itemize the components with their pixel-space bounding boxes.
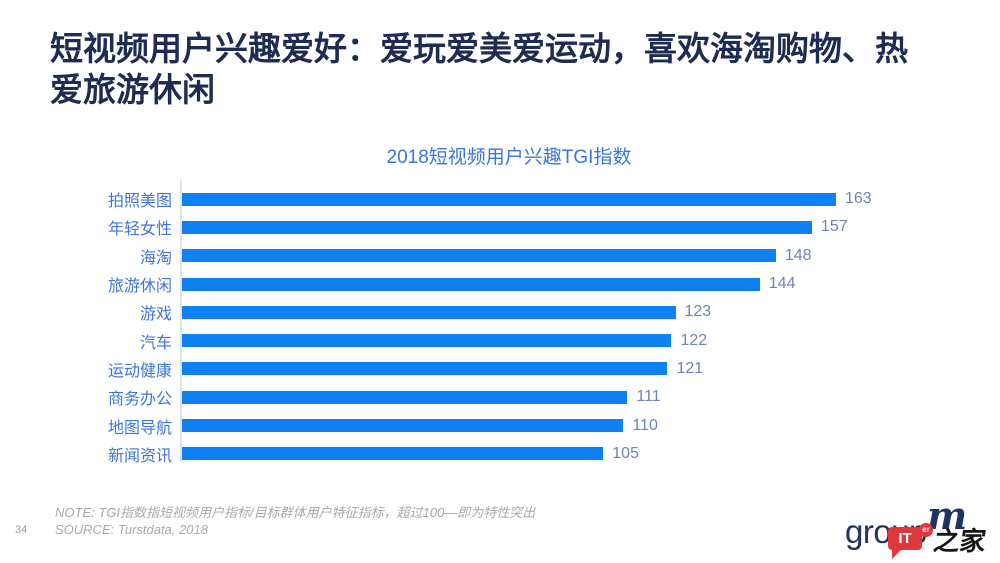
bar bbox=[182, 447, 604, 461]
bar bbox=[182, 390, 628, 404]
ithome-watermark-tail bbox=[892, 549, 902, 559]
value-label: 110 bbox=[632, 416, 658, 434]
ithome-watermark-er-badge: er bbox=[919, 523, 933, 537]
note-text: NOTE: TGI指数指短视频用户指标/目标群体用户特征指标，超过100—即为特… bbox=[55, 505, 536, 520]
category-label: 运动健康 bbox=[107, 362, 172, 380]
chart-row: 旅游休闲 144 bbox=[0, 270, 1000, 298]
value-label: 111 bbox=[636, 388, 661, 406]
value-label: 148 bbox=[784, 246, 812, 264]
category-label: 拍照美图 bbox=[107, 193, 172, 211]
ithome-watermark-text: 之家 bbox=[931, 527, 988, 557]
chart-row: 新闻资讯 105 bbox=[0, 440, 1000, 468]
bar bbox=[182, 362, 668, 376]
source-text: SOURCE: Turstdata, 2018 bbox=[55, 522, 208, 537]
category-label: 新闻资讯 bbox=[107, 447, 172, 465]
groupm-logo: group m IT er 之家 bbox=[843, 493, 998, 559]
category-label: 旅游休闲 bbox=[107, 278, 172, 296]
category-label: 游戏 bbox=[139, 306, 172, 324]
value-label: 123 bbox=[684, 303, 712, 321]
chart-row: 运动健康 121 bbox=[0, 355, 1000, 383]
category-label: 海淘 bbox=[139, 249, 172, 267]
ithome-watermark-badge: IT bbox=[888, 527, 922, 550]
chart-row: 拍照美图 163 bbox=[0, 185, 1000, 213]
category-label: 商务办公 bbox=[107, 391, 172, 409]
bar bbox=[182, 419, 624, 433]
value-label: 157 bbox=[820, 218, 848, 236]
chart-row: 年轻女性 157 bbox=[0, 213, 1000, 241]
bar bbox=[182, 220, 812, 234]
chart-row: 海淘 148 bbox=[0, 242, 1000, 270]
chart-title: 2018短视频用户兴趣TGI指数 bbox=[386, 147, 632, 168]
value-label: 122 bbox=[680, 331, 708, 349]
bar-chart: 拍照美图 163 年轻女性 157 海淘 148 旅游休闲 144 游戏 123 汽车 122 运动健康… bbox=[0, 185, 1000, 468]
bar bbox=[182, 305, 676, 319]
chart-row: 地图导航 110 bbox=[0, 411, 1000, 439]
page-number: 34 bbox=[15, 524, 28, 536]
bar bbox=[182, 249, 776, 263]
groupm-m-glyph: m bbox=[927, 493, 968, 538]
chart-row: 汽车 122 bbox=[0, 326, 1000, 354]
value-label: 163 bbox=[845, 190, 872, 208]
chart-row: 商务办公 111 bbox=[0, 383, 1000, 411]
bar bbox=[182, 334, 672, 348]
bar bbox=[182, 192, 836, 206]
chart-axis-line bbox=[180, 180, 182, 462]
slide-title: 短视频用户兴趣爱好：爱玩爱美爱运动，喜欢海淘购物、热爱旅游休闲 bbox=[50, 30, 908, 108]
chart-row: 游戏 123 bbox=[0, 298, 1000, 326]
category-label: 汽车 bbox=[139, 334, 172, 352]
category-label: 地图导航 bbox=[107, 419, 172, 437]
value-label: 121 bbox=[676, 359, 704, 377]
value-label: 144 bbox=[768, 275, 796, 293]
category-label: 年轻女性 bbox=[107, 221, 172, 239]
value-label: 105 bbox=[612, 444, 639, 462]
bar bbox=[182, 277, 760, 291]
